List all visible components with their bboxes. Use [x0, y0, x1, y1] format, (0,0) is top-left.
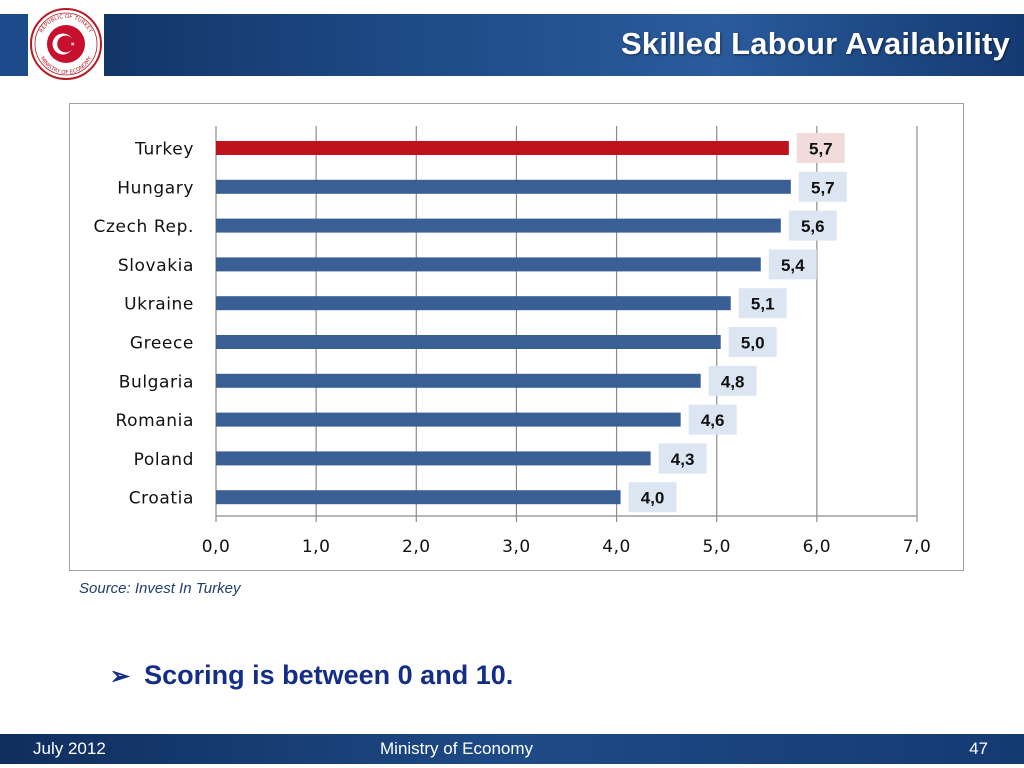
x-tick-label-4: 4,0 [602, 537, 631, 557]
bar-turkey [216, 141, 789, 155]
x-tick-label-5: 5,0 [702, 537, 731, 557]
category-label-6: Bulgaria [119, 372, 194, 392]
value-label-box-4 [738, 288, 787, 319]
category-label-7: Romania [115, 411, 194, 431]
category-label-1: Hungary [117, 178, 194, 198]
x-tick-label-0: 0,0 [202, 537, 231, 557]
value-label-box-7 [688, 404, 737, 435]
value-label-8: 4,3 [671, 450, 695, 469]
bar-romania [216, 412, 681, 427]
value-label-9: 4,0 [641, 489, 665, 508]
bar-slovakia [216, 257, 761, 272]
category-labels: Turkey Hungary Czech Rep. Slovakia Ukraine Gr… [94, 140, 194, 509]
header-accent-block [0, 14, 28, 76]
value-label-1: 5,7 [811, 178, 835, 197]
x-tick-label-2: 2,0 [402, 537, 431, 557]
category-label-9: Croatia [129, 489, 194, 509]
bar-hungary [216, 179, 791, 194]
value-label-0: 5,7 [809, 140, 833, 159]
ministry-logo: REPUBLIC OF TURKEY MINISTRY OF ECONOMY [28, 6, 104, 82]
category-label-8: Poland [134, 450, 194, 470]
value-label-6: 4,8 [721, 372, 745, 391]
value-labels: 5,7 5,7 5,6 5,4 5,1 5,0 4,8 4,6 4,3 4,0 [628, 133, 847, 513]
chart-frame: 5,7 5,7 5,6 5,4 5,1 5,0 4,8 4,6 4,3 4,0 Turkey Hun… [69, 103, 964, 571]
bars [216, 141, 791, 505]
value-label-3: 5,4 [781, 256, 805, 275]
value-label-2: 5,6 [801, 217, 825, 236]
bar-czech-rep [216, 218, 781, 233]
footer-bar: July 2012 Ministry of Economy 47 [0, 734, 1024, 764]
page-number: 47 [969, 739, 988, 758]
value-label-box-6 [708, 365, 757, 396]
arrow-bullet-icon: ➢ [110, 663, 131, 690]
page-title: Skilled Labour Availability [621, 26, 1010, 61]
ministry-seal-icon: REPUBLIC OF TURKEY MINISTRY OF ECONOMY [30, 8, 102, 80]
value-label-4: 5,1 [751, 295, 775, 314]
category-label-3: Slovakia [118, 256, 194, 276]
bar-bulgaria [216, 373, 701, 388]
bar-ukraine [216, 296, 731, 311]
header-bar [0, 14, 1024, 76]
bar-chart: 5,7 5,7 5,6 5,4 5,1 5,0 4,8 4,6 4,3 4,0 Turkey Hun… [94, 126, 932, 557]
value-label-box-3 [768, 249, 817, 280]
x-tick-labels: 0,0 1,0 2,0 3,0 4,0 5,0 6,0 7,0 [202, 537, 932, 557]
bar-croatia [216, 490, 621, 505]
category-label-4: Ukraine [124, 295, 194, 315]
value-label-box-2 [788, 210, 837, 241]
category-label-5: Greece [130, 334, 194, 354]
bar-greece [216, 335, 721, 349]
bullet-point: ➢ Scoring is between 0 and 10. [110, 655, 513, 695]
x-tick-label-1: 1,0 [302, 537, 331, 557]
bullet-text: Scoring is between 0 and 10. [144, 660, 514, 690]
value-label-box-0 [796, 133, 845, 163]
category-label-0: Turkey [134, 140, 194, 160]
source-note: Source: Invest In Turkey [79, 580, 241, 597]
category-label-2: Czech Rep. [94, 217, 194, 237]
value-label-box-8 [658, 443, 707, 474]
footer-organization: Ministry of Economy [380, 739, 534, 758]
x-tick-label-7: 7,0 [903, 537, 932, 557]
footer-date: July 2012 [33, 739, 106, 758]
value-label-5: 5,0 [741, 334, 765, 353]
value-label-box-5 [728, 327, 777, 357]
value-label-box-9 [628, 482, 677, 513]
value-label-7: 4,6 [701, 411, 725, 430]
x-tick-label-3: 3,0 [502, 537, 531, 557]
x-tick-label-6: 6,0 [803, 537, 832, 557]
value-label-box-1 [798, 171, 847, 202]
bar-poland [216, 451, 651, 466]
